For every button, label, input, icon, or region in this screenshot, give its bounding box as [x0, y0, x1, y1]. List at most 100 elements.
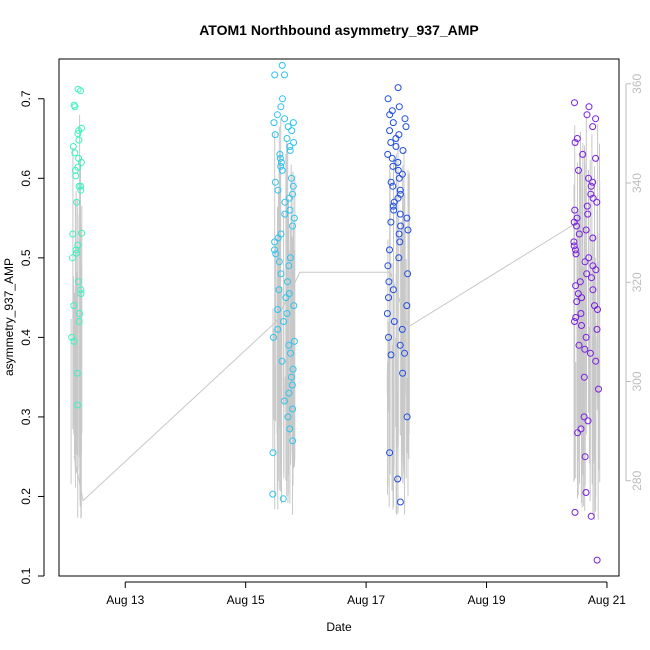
data-point [277, 158, 285, 166]
data-point [274, 306, 282, 313]
data-point [75, 127, 83, 135]
data-point [290, 214, 298, 222]
data-point [69, 143, 77, 150]
data-point [386, 111, 394, 119]
data-point [570, 238, 578, 246]
data-point [579, 150, 587, 158]
y2-tick-label: 300 [630, 371, 644, 391]
data-point [279, 495, 287, 503]
data-point [593, 556, 601, 564]
data-point [286, 254, 294, 262]
data-point [72, 249, 80, 257]
data-point [271, 71, 279, 79]
y-tick-label: 0.4 [19, 329, 33, 346]
data-point [74, 401, 82, 409]
data-point [573, 135, 581, 142]
data-point [389, 182, 397, 190]
y-tick-label: 0.6 [19, 170, 33, 187]
data-point [581, 345, 589, 353]
data-point [286, 206, 294, 214]
data-point [69, 254, 76, 262]
data-point [73, 369, 81, 377]
data-point [71, 149, 79, 157]
data-point [281, 71, 288, 79]
data-point [287, 349, 294, 357]
data-point [389, 286, 397, 294]
data-point [589, 123, 597, 131]
data-point [571, 99, 578, 107]
data-point [282, 294, 290, 302]
data-point [582, 333, 590, 341]
data-point [383, 310, 391, 317]
data-point [589, 286, 597, 294]
data-point [572, 314, 580, 321]
data-point [395, 103, 403, 111]
data-point [386, 246, 393, 254]
data-point [275, 258, 283, 266]
data-point [284, 123, 292, 131]
data-point [404, 226, 412, 234]
data-point [278, 166, 286, 174]
data-point [593, 325, 601, 333]
data-point [274, 234, 282, 242]
data-point [396, 186, 404, 194]
data-point [582, 226, 590, 234]
data-point [269, 333, 277, 341]
scatter-points [68, 61, 602, 564]
data-point [271, 178, 279, 186]
x-tick-label: Aug 19 [468, 593, 506, 607]
data-point [75, 136, 83, 144]
data-point [395, 230, 403, 238]
data-point [587, 182, 595, 190]
data-point [77, 186, 85, 194]
data-point [571, 508, 579, 516]
data-point [288, 127, 296, 135]
data-point [402, 123, 410, 131]
data-point [283, 135, 291, 142]
data-point [585, 254, 593, 262]
data-point [585, 103, 593, 111]
axes: 0.1 0.2 0.3 0.4 0.5 0.6 0.7 280 300 320 340 360 Aug … [19, 73, 644, 607]
data-point [571, 318, 578, 325]
data-point [78, 229, 86, 237]
data-point [279, 95, 286, 103]
data-point [575, 341, 583, 349]
data-point [386, 127, 394, 135]
data-point [403, 302, 411, 310]
secondary-series [70, 114, 601, 520]
data-point [269, 449, 277, 457]
data-point [572, 250, 580, 258]
data-point [589, 234, 597, 242]
data-point [278, 61, 286, 69]
y-axis-label: asymmetry_937_AMP [2, 258, 16, 376]
data-point [399, 147, 407, 154]
data-point [570, 218, 578, 226]
data-point [281, 210, 289, 218]
data-point [289, 182, 297, 190]
data-point [271, 246, 278, 254]
data-point [286, 425, 294, 433]
data-point [396, 238, 404, 246]
data-point [390, 318, 398, 325]
data-point [290, 139, 298, 146]
plot-frame [58, 58, 620, 577]
data-point [589, 178, 597, 186]
data-point [394, 194, 402, 202]
data-point [281, 115, 289, 123]
data-point [573, 298, 581, 306]
x-tick-label: Aug 17 [347, 593, 385, 607]
data-point [74, 241, 82, 249]
data-point [384, 150, 392, 158]
data-point [75, 182, 83, 190]
data-point [581, 258, 589, 266]
y2-tick-label: 340 [630, 173, 644, 193]
data-point [289, 222, 296, 230]
data-point [583, 111, 591, 119]
data-point [389, 162, 397, 170]
data-point [275, 286, 283, 294]
data-point [286, 147, 294, 154]
y-tick-label: 0.7 [19, 90, 33, 107]
data-point [280, 318, 287, 325]
data-point [281, 397, 288, 405]
data-point [286, 143, 294, 150]
